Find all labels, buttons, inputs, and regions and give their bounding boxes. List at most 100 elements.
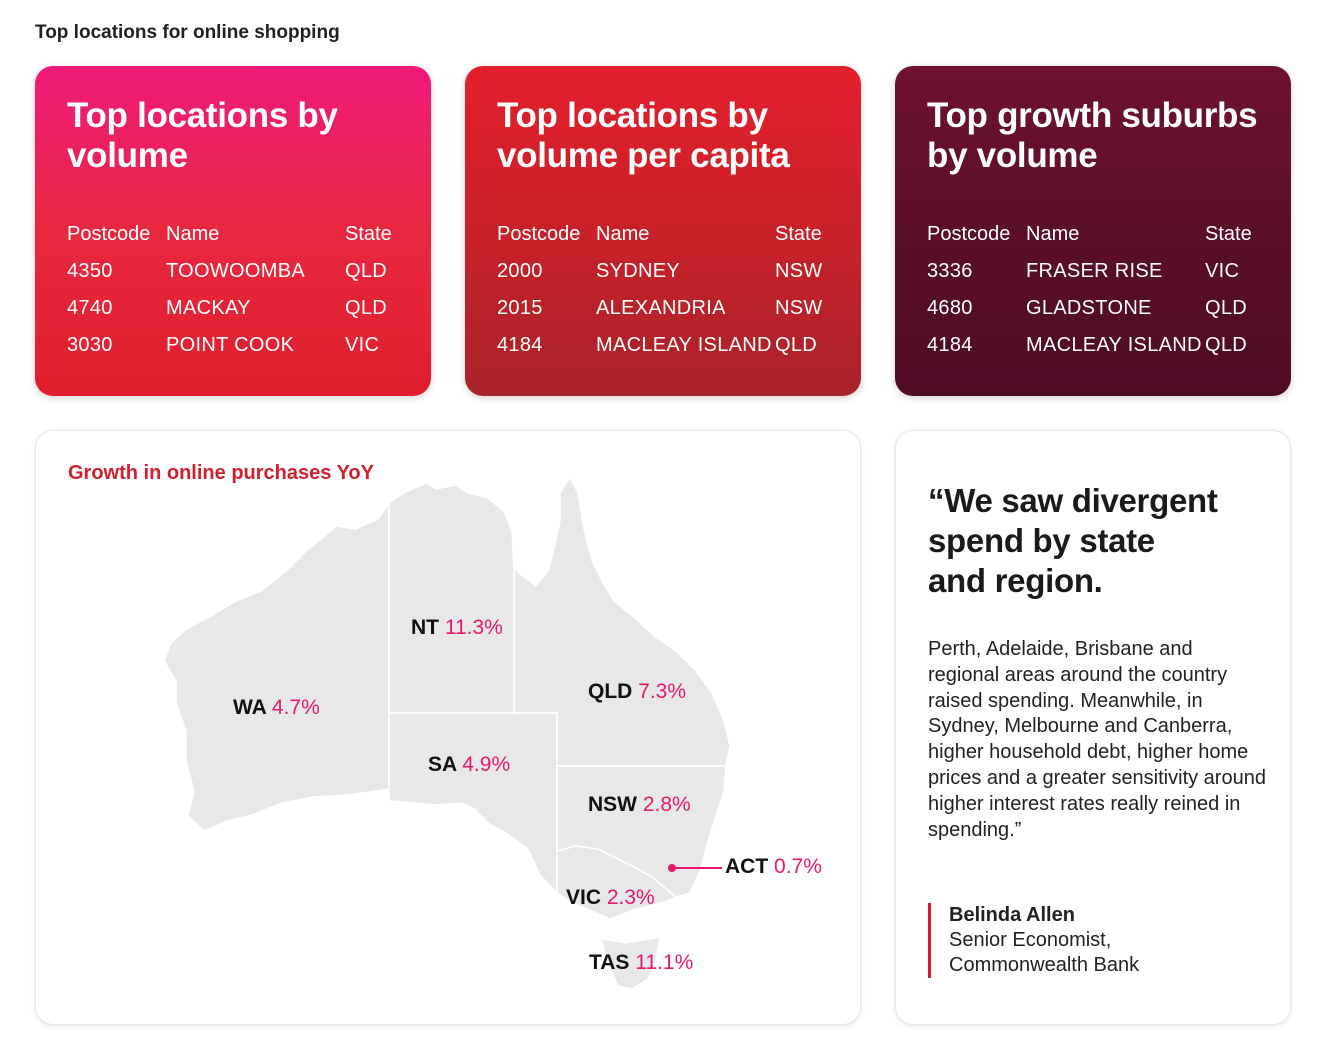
cell-state: NSW (775, 297, 823, 319)
region-value: 7.3% (638, 680, 687, 703)
region-code: NT (411, 616, 439, 639)
map-region-vic (556, 845, 678, 920)
region-value: 4.9% (462, 753, 511, 776)
header-postcode: Postcode (927, 223, 1011, 245)
region-label-tas: TAS 11.1% (589, 951, 693, 975)
quote-panel: “We saw divergent spend by state and reg… (895, 430, 1291, 1025)
card-title: Top locations by volume (67, 96, 399, 216)
card-title-line: Top locations by (67, 96, 338, 135)
cell-state: QLD (1205, 334, 1248, 356)
cell-state: QLD (345, 260, 388, 282)
cell-postcode: 2015 (497, 297, 543, 319)
pull-quote-line: spend by state (928, 522, 1155, 559)
act-marker-dot (668, 864, 676, 872)
cell-name: GLADSTONE (1026, 297, 1152, 319)
locations-table: Postcode Name State 3336 FRASER RISE VIC… (927, 216, 1259, 364)
map-region-tas (599, 936, 661, 990)
region-code: SA (428, 753, 457, 776)
cell-postcode: 3030 (67, 334, 113, 356)
pull-quote-line: “We saw divergent (928, 482, 1218, 519)
card-title-line: volume per capita (497, 136, 790, 175)
top-growth-suburbs-card: Top growth suburbs by volume Postcode Na… (895, 66, 1291, 396)
cell-postcode: 4184 (497, 334, 543, 356)
cell-name: SYDNEY (596, 260, 681, 282)
locations-table: Postcode Name State 4350 TOOWOOMBA QLD 4… (67, 216, 399, 364)
header-state: State (1205, 223, 1252, 245)
map-region-wa (163, 500, 390, 832)
card-title: Top locations by volume per capita (497, 96, 829, 216)
cell-postcode: 2000 (497, 260, 543, 282)
card-title: Top growth suburbs by volume (927, 96, 1259, 216)
table-header-row: Postcode Name State (927, 216, 1259, 253)
header-postcode: Postcode (67, 223, 151, 245)
header-state: State (345, 223, 392, 245)
table-row: 4680 GLADSTONE QLD (927, 290, 1259, 327)
region-code: WA (233, 696, 267, 719)
table-row: 4184 MACLEAY ISLAND QLD (497, 327, 829, 364)
cell-state: QLD (1205, 297, 1248, 319)
cell-name: FRASER RISE (1026, 260, 1163, 282)
australia-map (163, 475, 731, 990)
region-label-nt: NT 11.3% (411, 616, 503, 640)
table-row: 3030 POINT COOK VIC (67, 327, 399, 364)
author-organisation: Commonwealth Bank (949, 954, 1140, 976)
top-locations-per-capita-card: Top locations by volume per capita Postc… (465, 66, 861, 396)
table-row: 4740 MACKAY QLD (67, 290, 399, 327)
header-name: Name (1026, 223, 1080, 245)
page-title: Top locations for online shopping (35, 22, 340, 43)
region-value: 2.8% (642, 793, 691, 816)
map-region-sa (388, 712, 558, 895)
map-title: Growth in online purchases YoY (68, 462, 374, 484)
cell-state: VIC (345, 334, 380, 356)
cell-state: QLD (345, 297, 388, 319)
pull-quote: “We saw divergent spend by state and reg… (928, 481, 1268, 601)
table-row: 3336 FRASER RISE VIC (927, 253, 1259, 290)
region-label-wa: WA 4.7% (233, 696, 320, 720)
cell-postcode: 4680 (927, 297, 973, 319)
author-role: Senior Economist, (949, 929, 1112, 951)
cell-name: ALEXANDRIA (596, 297, 726, 319)
quote-body: Perth, Adelaide, Brisbane and regional a… (928, 638, 1266, 841)
table-row: 2000 SYDNEY NSW (497, 253, 829, 290)
header-postcode: Postcode (497, 223, 581, 245)
table-row: 4350 TOOWOOMBA QLD (67, 253, 399, 290)
cell-name: POINT COOK (166, 334, 295, 356)
cell-postcode: 4350 (67, 260, 113, 282)
region-code: VIC (566, 886, 602, 909)
region-code: TAS (589, 951, 630, 974)
region-value: 11.1% (635, 951, 694, 974)
region-value: 11.3% (444, 616, 503, 639)
region-value: 4.7% (271, 696, 320, 719)
header-name: Name (596, 223, 650, 245)
region-code: NSW (588, 793, 637, 816)
card-title-line: volume (67, 136, 188, 175)
region-value: 0.7% (774, 855, 822, 878)
header-name: Name (166, 223, 220, 245)
card-title-line: Top locations by (497, 96, 768, 135)
cell-postcode: 4184 (927, 334, 973, 356)
header-state: State (775, 223, 822, 245)
pull-quote-line: and region. (928, 562, 1103, 599)
card-title-line: by volume (927, 136, 1098, 175)
cell-name: MACLEAY ISLAND (1026, 334, 1202, 356)
cell-state: VIC (1205, 260, 1240, 282)
table-header-row: Postcode Name State (497, 216, 829, 253)
cell-state: QLD (775, 334, 818, 356)
top-locations-volume-card: Top locations by volume Postcode Name St… (35, 66, 431, 396)
cell-postcode: 4740 (67, 297, 113, 319)
quote-attribution: Belinda Allen Senior Economist, Commonwe… (928, 903, 1139, 978)
map-region-nt (388, 482, 515, 714)
region-label-nsw: NSW 2.8% (588, 793, 691, 817)
region-value: 2.3% (606, 886, 655, 909)
growth-map-panel: Growth in online purchases YoY WA 4.7% N… (35, 430, 861, 1025)
author-name: Belinda Allen (949, 904, 1075, 926)
cell-name: MACLEAY ISLAND (596, 334, 772, 356)
region-label-sa: SA 4.9% (428, 753, 510, 777)
cell-name: MACKAY (166, 297, 251, 319)
region-label-act: ACT 0.7% (725, 855, 822, 879)
cell-postcode: 3336 (927, 260, 973, 282)
table-row: 2015 ALEXANDRIA NSW (497, 290, 829, 327)
region-code: ACT (725, 855, 769, 878)
region-label-qld: QLD 7.3% (588, 680, 686, 704)
cell-state: NSW (775, 260, 823, 282)
